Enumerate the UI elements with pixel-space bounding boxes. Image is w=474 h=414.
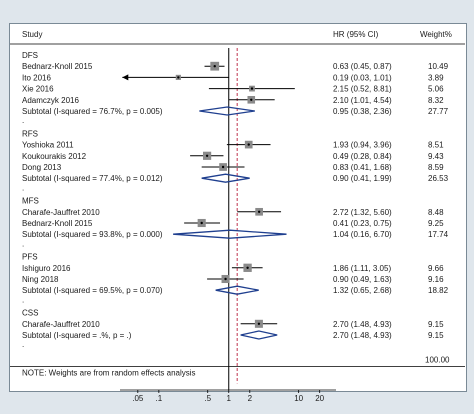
subtotal-label: Subtotal (I-squared = .%, p = .) [22, 331, 132, 340]
spacer-dot: . [22, 340, 24, 349]
subtotal-weight: 18.82 [428, 286, 449, 295]
subtotal-diamond [240, 330, 278, 340]
study-name: Ishiguro 2016 [22, 264, 71, 273]
plot-panel [9, 23, 467, 392]
study-point [250, 98, 253, 102]
header-weight: Weight% [420, 30, 452, 39]
study-point [221, 165, 225, 169]
study-weight: 8.32 [428, 96, 444, 105]
study-weight: 8.51 [428, 141, 444, 150]
subtotal-hr-ci: 0.95 (0.38, 2.36) [333, 107, 392, 116]
study-point [224, 277, 227, 281]
study-point [247, 143, 250, 146]
x-tick-label: .1 [156, 394, 163, 403]
group-label: PFS [22, 253, 38, 262]
subtotal-weight: 9.15 [428, 331, 444, 340]
overall-weight: 100.00 [425, 355, 450, 364]
study-weight: 9.43 [428, 152, 444, 161]
x-tick-label: .5 [204, 394, 211, 403]
group-label: DFS [22, 51, 38, 60]
study-point [257, 322, 261, 325]
study-hr-ci: 1.93 (0.94, 3.96) [333, 141, 392, 150]
subtotal-diamond [201, 173, 250, 183]
group-label: RFS [22, 129, 38, 138]
spacer-dot: . [22, 295, 24, 304]
subtotal-weight: 17.74 [428, 230, 449, 239]
subtotal-label: Subtotal (I-squared = 93.8%, p = 0.000) [22, 230, 163, 239]
study-weight: 5.06 [428, 85, 444, 94]
study-point [257, 210, 261, 213]
ci-arrow [122, 74, 129, 81]
study-point [246, 266, 249, 269]
study-name: Bednarz-Knoll 2015 [22, 62, 93, 71]
study-name: Ito 2016 [22, 73, 51, 82]
subtotal-diamond [173, 229, 287, 239]
study-hr-ci: 0.49 (0.28, 0.84) [333, 152, 392, 161]
study-hr-ci: 2.72 (1.32, 5.60) [333, 208, 392, 217]
study-name: Koukourakis 2012 [22, 152, 87, 161]
study-weight: 10.49 [428, 62, 449, 71]
note-text: NOTE: Weights are from random effects an… [22, 368, 196, 377]
subtotal-label: Subtotal (I-squared = 77.4%, p = 0.012) [22, 174, 163, 183]
study-hr-ci: 2.70 (1.48, 4.93) [333, 320, 392, 329]
study-point [213, 65, 216, 68]
study-name: Dong 2013 [22, 163, 62, 172]
header-hr: HR (95% CI) [333, 30, 379, 39]
subtotal-label: Subtotal (I-squared = 69.5%, p = 0.070) [22, 286, 163, 295]
group-label: CSS [22, 309, 38, 318]
subtotal-diamond [199, 106, 255, 116]
study-hr-ci: 2.15 (0.52, 8.81) [333, 85, 392, 94]
spacer-dot: . [22, 116, 24, 125]
study-name: Ning 2018 [22, 275, 59, 284]
study-point [205, 154, 209, 157]
study-hr-ci: 0.90 (0.49, 1.63) [333, 275, 392, 284]
subtotal-hr-ci: 0.90 (0.41, 1.99) [333, 174, 392, 183]
study-hr-ci: 1.86 (1.11, 3.05) [333, 264, 391, 273]
study-weight: 9.66 [428, 264, 444, 273]
study-weight: 8.59 [428, 163, 444, 172]
study-name: Charafe-Jauffret 2010 [22, 320, 100, 329]
x-tick-label: .05 [132, 394, 144, 403]
study-weight: 9.16 [428, 275, 444, 284]
study-point [250, 87, 254, 90]
study-point [177, 76, 180, 79]
subtotal-hr-ci: 1.04 (0.16, 6.70) [333, 230, 392, 239]
x-tick-label: 1 [227, 394, 232, 403]
study-hr-ci: 0.83 (0.41, 1.68) [333, 163, 392, 172]
study-weight: 9.15 [428, 320, 444, 329]
subtotal-weight: 27.77 [428, 107, 449, 116]
subtotal-weight: 26.53 [428, 174, 449, 183]
study-name: Xie 2016 [22, 85, 54, 94]
subtotal-hr-ci: 1.32 (0.65, 2.68) [333, 286, 392, 295]
study-point [200, 221, 203, 225]
study-weight: 3.89 [428, 73, 444, 82]
header-study: Study [22, 30, 42, 39]
group-label: MFS [22, 197, 39, 206]
subtotal-hr-ci: 2.70 (1.48, 4.93) [333, 331, 392, 340]
study-weight: 8.48 [428, 208, 444, 217]
x-tick-label: 20 [315, 394, 324, 403]
study-name: Yoshioka 2011 [22, 141, 74, 150]
study-name: Bednarz-Knoll 2015 [22, 219, 93, 228]
study-hr-ci: 2.10 (1.01, 4.54) [333, 96, 392, 105]
spacer-dot: . [22, 239, 24, 248]
subtotal-diamond [215, 285, 259, 295]
study-hr-ci: 0.19 (0.03, 1.01) [333, 73, 392, 82]
spacer-dot: . [22, 183, 24, 192]
study-name: Charafe-Jauffret 2010 [22, 208, 100, 217]
x-tick-label: 2 [248, 394, 253, 403]
x-tick-label: 10 [294, 394, 303, 403]
subtotal-label: Subtotal (I-squared = 76.7%, p = 0.005) [22, 107, 163, 116]
study-hr-ci: 0.41 (0.23, 0.75) [333, 219, 392, 228]
study-name: Adamczyk 2016 [22, 96, 79, 105]
study-weight: 9.25 [428, 219, 444, 228]
study-hr-ci: 0.63 (0.45, 0.87) [333, 62, 392, 71]
